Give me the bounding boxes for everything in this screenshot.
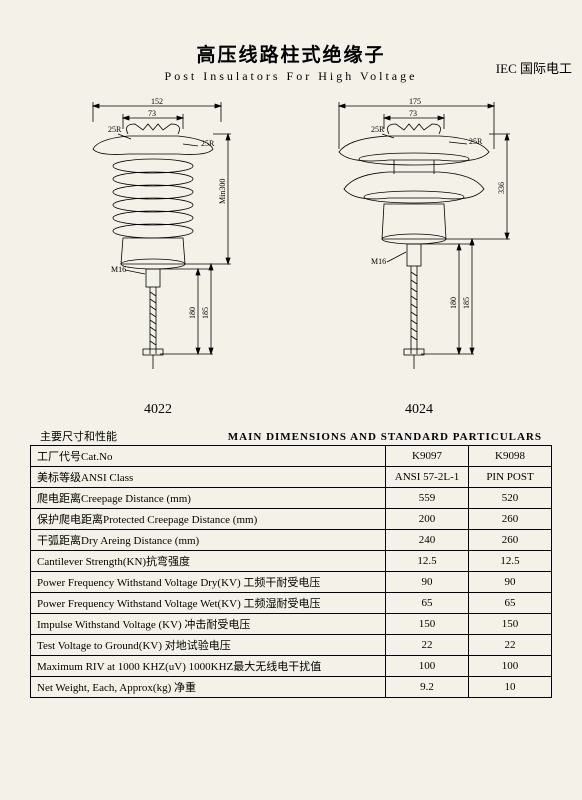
dim-m16: M16 xyxy=(111,265,126,274)
title-cn: 高压线路柱式绝缘子 xyxy=(30,40,552,67)
row-label: Power Frequency Withstand Voltage Wet(KV… xyxy=(31,593,386,614)
row-label: 爬电距离Creepage Distance (mm) xyxy=(31,488,386,509)
dim-min300: Min300 xyxy=(218,179,227,204)
row-value: 150 xyxy=(469,614,552,635)
fig-label-right: 4024 xyxy=(405,402,433,418)
table-row: Test Voltage to Ground(KV) 对地试验电压2222 xyxy=(31,635,552,656)
row-label: 保护爬电距离Protected Creepage Distance (mm) xyxy=(31,509,386,530)
dim-180r: 180 xyxy=(449,297,458,309)
row-label: Net Weight, Each, Approx(kg) 净重 xyxy=(31,677,386,698)
table-header-label: 工厂代号Cat.No xyxy=(31,446,386,467)
dim-152: 152 xyxy=(151,97,163,106)
row-value: 9.2 xyxy=(386,677,469,698)
table-row: 爬电距离Creepage Distance (mm)559520 xyxy=(31,488,552,509)
table-row: Power Frequency Withstand Voltage Wet(KV… xyxy=(31,593,552,614)
row-label: Cantilever Strength(KN)抗弯强度 xyxy=(31,551,386,572)
row-value: 12.5 xyxy=(386,551,469,572)
figure-4022: 152 73 25R 25R xyxy=(53,94,263,418)
table-row: Impulse Withstand Voltage (KV) 冲击耐受电压150… xyxy=(31,614,552,635)
row-value: 22 xyxy=(469,635,552,656)
row-value: ANSI 57-2L-1 xyxy=(386,467,469,488)
row-value: 65 xyxy=(386,593,469,614)
dim-73: 73 xyxy=(148,109,156,118)
row-label: Impulse Withstand Voltage (KV) 冲击耐受电压 xyxy=(31,614,386,635)
dim-180: 180 xyxy=(188,307,197,319)
table-row: 美标等级ANSI ClassANSI 57-2L-1PIN POST xyxy=(31,467,552,488)
fig-label-left: 4022 xyxy=(144,402,172,418)
row-value: 260 xyxy=(469,530,552,551)
dim-175: 175 xyxy=(409,97,421,106)
dim-73r: 73 xyxy=(409,109,417,118)
row-value: 520 xyxy=(469,488,552,509)
dim-25r-rl: 25R xyxy=(371,125,385,134)
table-row: Net Weight, Each, Approx(kg) 净重9.210 xyxy=(31,677,552,698)
row-value: 22 xyxy=(386,635,469,656)
row-value: 100 xyxy=(469,656,552,677)
dim-185: 185 xyxy=(201,307,210,319)
dim-m16r: M16 xyxy=(371,257,386,266)
dim-185r: 185 xyxy=(462,297,471,309)
row-value: 12.5 xyxy=(469,551,552,572)
row-value: 240 xyxy=(386,530,469,551)
iec-label: IEC 国际电工 xyxy=(496,58,572,77)
row-label: 美标等级ANSI Class xyxy=(31,467,386,488)
dim-336: 336 xyxy=(497,182,506,194)
row-value: 90 xyxy=(469,572,552,593)
row-value: 65 xyxy=(469,593,552,614)
table-row: Power Frequency Withstand Voltage Dry(KV… xyxy=(31,572,552,593)
table-row: Cantilever Strength(KN)抗弯强度12.512.5 xyxy=(31,551,552,572)
table-row: 干弧距离Dry Areing Distance (mm)240260 xyxy=(31,530,552,551)
table-row: Maximum RIV at 1000 KHZ(uV) 1000KHZ最大无线电… xyxy=(31,656,552,677)
row-value: 200 xyxy=(386,509,469,530)
row-value: 559 xyxy=(386,488,469,509)
figure-4024: 175 73 25R 25R xyxy=(309,94,529,418)
title-en: Post Insulators For High Voltage xyxy=(30,69,552,84)
row-value: PIN POST xyxy=(469,467,552,488)
row-label: 干弧距离Dry Areing Distance (mm) xyxy=(31,530,386,551)
table-row: 保护爬电距离Protected Creepage Distance (mm)20… xyxy=(31,509,552,530)
row-label: Power Frequency Withstand Voltage Dry(KV… xyxy=(31,572,386,593)
row-value: 10 xyxy=(469,677,552,698)
table-header-col: K9097 xyxy=(386,446,469,467)
table-header-col: K9098 xyxy=(469,446,552,467)
dim-25r-l: 25R xyxy=(108,125,122,134)
row-value: 90 xyxy=(386,572,469,593)
row-label: Maximum RIV at 1000 KHZ(uV) 1000KHZ最大无线电… xyxy=(31,656,386,677)
spec-table: 工厂代号Cat.NoK9097K9098美标等级ANSI ClassANSI 5… xyxy=(30,445,552,698)
row-value: 150 xyxy=(386,614,469,635)
row-value: 100 xyxy=(386,656,469,677)
row-value: 260 xyxy=(469,509,552,530)
row-label: Test Voltage to Ground(KV) 对地试验电压 xyxy=(31,635,386,656)
